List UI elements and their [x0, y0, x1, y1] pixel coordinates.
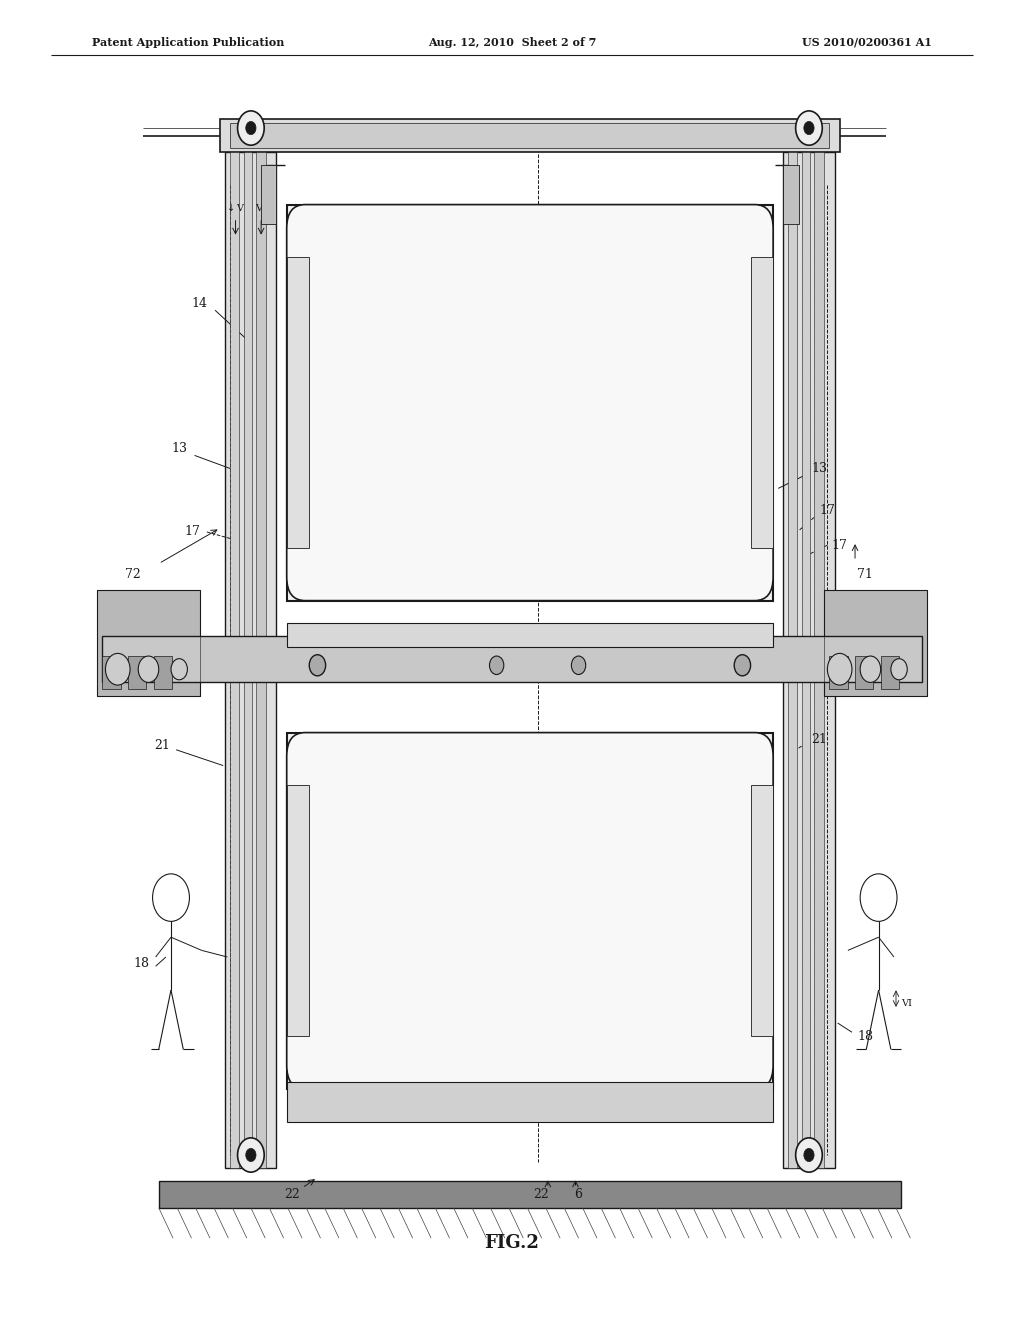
Circle shape: [309, 655, 326, 676]
Bar: [783, 165, 799, 224]
Bar: [102, 636, 922, 682]
FancyBboxPatch shape: [287, 733, 773, 1089]
Text: 22: 22: [532, 1188, 549, 1201]
Text: 18: 18: [857, 1030, 873, 1043]
Bar: [287, 257, 309, 548]
Circle shape: [796, 111, 822, 145]
Bar: [783, 152, 835, 1168]
Text: 4: 4: [482, 636, 490, 649]
Text: 6: 6: [574, 1188, 583, 1201]
Bar: [256, 152, 266, 1168]
Bar: [220, 119, 840, 152]
Bar: [751, 785, 773, 1036]
Circle shape: [796, 1138, 822, 1172]
Text: 5: 5: [482, 363, 490, 376]
Bar: [230, 123, 829, 148]
Text: 14: 14: [550, 257, 566, 271]
Circle shape: [827, 653, 852, 685]
Bar: [230, 152, 239, 1168]
Text: Aug. 12, 2010  Sheet 2 of 7: Aug. 12, 2010 Sheet 2 of 7: [428, 37, 596, 48]
Bar: [128, 656, 146, 689]
Bar: [287, 1082, 773, 1122]
Circle shape: [105, 653, 130, 685]
Text: V$\downarrow$: V$\downarrow$: [255, 202, 271, 213]
Text: 3: 3: [510, 630, 518, 643]
Text: 17: 17: [184, 525, 201, 539]
Text: 8: 8: [339, 630, 347, 643]
Text: 13: 13: [811, 462, 827, 475]
Circle shape: [891, 659, 907, 680]
Bar: [287, 733, 773, 1089]
Bar: [751, 257, 773, 548]
Text: 2: 2: [459, 630, 467, 643]
Bar: [824, 590, 927, 696]
Text: $\downarrow$V: $\downarrow$V: [225, 202, 246, 213]
Text: 13: 13: [171, 442, 187, 455]
Text: 4: 4: [482, 799, 490, 812]
Bar: [287, 785, 309, 1036]
Circle shape: [238, 111, 264, 145]
Text: VI: VI: [581, 1061, 591, 1069]
Text: 72: 72: [125, 568, 141, 581]
Text: 22: 22: [284, 1188, 300, 1201]
Text: 3: 3: [393, 799, 401, 812]
Bar: [244, 152, 252, 1168]
Text: 18: 18: [133, 957, 150, 970]
Text: 3: 3: [421, 630, 429, 643]
Text: 2: 2: [433, 799, 441, 812]
Circle shape: [804, 121, 814, 135]
Circle shape: [804, 1148, 814, 1162]
Bar: [881, 656, 899, 689]
Text: 3: 3: [534, 799, 542, 812]
Bar: [159, 1181, 901, 1208]
Text: 17: 17: [831, 539, 848, 552]
Bar: [802, 152, 810, 1168]
Circle shape: [734, 655, 751, 676]
Circle shape: [489, 656, 504, 675]
Circle shape: [246, 121, 256, 135]
Text: 14: 14: [191, 297, 208, 310]
Bar: [855, 656, 873, 689]
Text: VI: VI: [901, 999, 911, 1007]
Bar: [97, 590, 200, 696]
Circle shape: [860, 656, 881, 682]
Bar: [261, 165, 276, 224]
Text: 17: 17: [819, 504, 836, 517]
Text: US 2010/0200361 A1: US 2010/0200361 A1: [802, 37, 932, 48]
Circle shape: [171, 659, 187, 680]
Bar: [225, 152, 276, 1168]
Text: Patent Application Publication: Patent Application Publication: [92, 37, 285, 48]
Bar: [102, 656, 121, 689]
Text: 5: 5: [588, 521, 596, 535]
Bar: [829, 656, 848, 689]
Circle shape: [246, 1148, 256, 1162]
Text: 21: 21: [811, 733, 827, 746]
Circle shape: [138, 656, 159, 682]
Text: 71: 71: [857, 568, 873, 581]
Bar: [154, 656, 172, 689]
Bar: [814, 152, 824, 1168]
Text: FIG.2: FIG.2: [484, 1234, 540, 1253]
FancyBboxPatch shape: [287, 205, 773, 601]
Text: 21: 21: [154, 739, 170, 752]
Circle shape: [238, 1138, 264, 1172]
Bar: [97, 590, 200, 696]
Bar: [824, 590, 927, 696]
Circle shape: [571, 656, 586, 675]
Text: 8: 8: [692, 630, 700, 643]
Text: 15: 15: [529, 370, 546, 383]
Bar: [788, 152, 797, 1168]
Bar: [287, 623, 773, 647]
Bar: [287, 205, 773, 601]
